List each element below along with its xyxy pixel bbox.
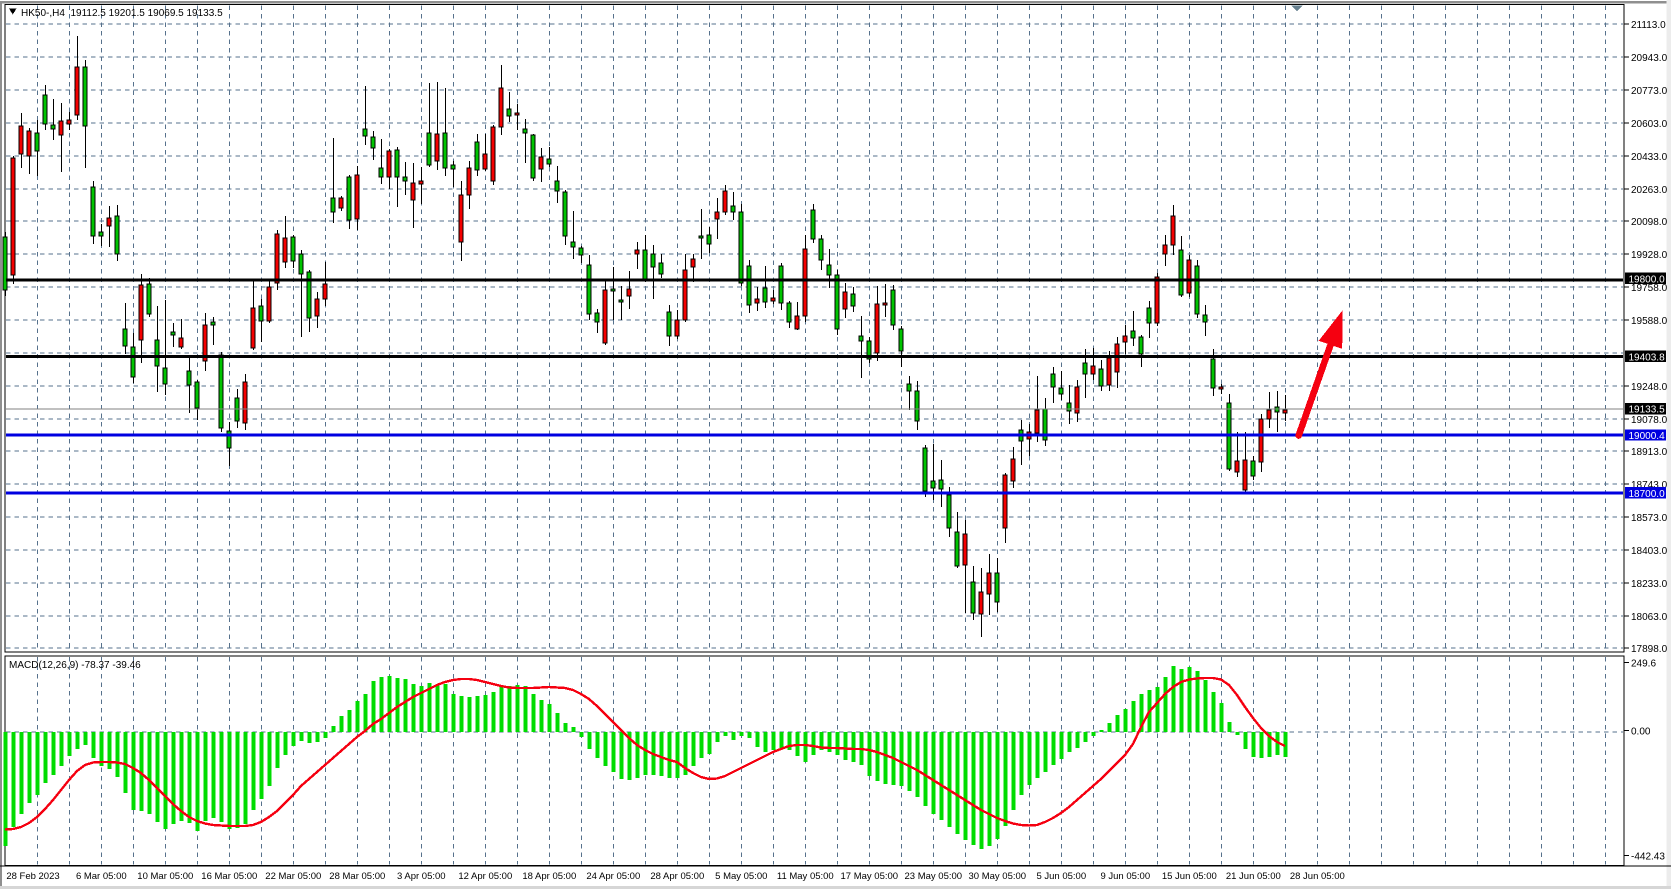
svg-text:5 May 05:00: 5 May 05:00 xyxy=(715,871,767,882)
svg-text:20773.0: 20773.0 xyxy=(1631,86,1668,97)
svg-text:11 May 05:00: 11 May 05:00 xyxy=(777,871,834,882)
svg-text:23 May 05:00: 23 May 05:00 xyxy=(905,871,963,882)
svg-text:19403.8: 19403.8 xyxy=(1629,352,1666,363)
svg-text:19000.4: 19000.4 xyxy=(1629,431,1666,442)
svg-text:19800.0: 19800.0 xyxy=(1629,274,1666,285)
svg-text:17 May 05:00: 17 May 05:00 xyxy=(841,871,899,882)
svg-text:20943.0: 20943.0 xyxy=(1631,53,1668,64)
svg-text:24 Apr 05:00: 24 Apr 05:00 xyxy=(586,871,640,882)
svg-text:18913.0: 18913.0 xyxy=(1631,447,1668,458)
svg-text:5 Jun 05:00: 5 Jun 05:00 xyxy=(1036,871,1086,882)
svg-text:249.6: 249.6 xyxy=(1631,659,1656,670)
svg-text:28 Jun 05:00: 28 Jun 05:00 xyxy=(1290,871,1345,882)
svg-text:30 May 05:00: 30 May 05:00 xyxy=(969,871,1027,882)
svg-text:18700.0: 18700.0 xyxy=(1629,489,1666,500)
svg-text:10 Mar 05:00: 10 Mar 05:00 xyxy=(137,871,193,882)
svg-text:20603.0: 20603.0 xyxy=(1631,119,1668,130)
svg-text:18063.0: 18063.0 xyxy=(1631,612,1668,623)
svg-text:20263.0: 20263.0 xyxy=(1631,185,1668,196)
svg-text:21113.0: 21113.0 xyxy=(1631,20,1666,31)
svg-text:28 Apr 05:00: 28 Apr 05:00 xyxy=(650,871,704,882)
svg-text:0.00: 0.00 xyxy=(1631,727,1651,738)
svg-text:19133.5: 19133.5 xyxy=(1629,405,1666,416)
svg-text:HK50-,H4 19112.5 19201.5 1906: HK50-,H4 19112.5 19201.5 19069.5 19133.5 xyxy=(21,8,223,19)
svg-text:MACD(12,26,9) -78.37 -39.46: MACD(12,26,9) -78.37 -39.46 xyxy=(9,660,141,671)
svg-text:18573.0: 18573.0 xyxy=(1631,513,1668,524)
svg-text:28 Feb 2023: 28 Feb 2023 xyxy=(6,871,59,882)
svg-text:-442.43: -442.43 xyxy=(1631,852,1665,863)
svg-text:17898.0: 17898.0 xyxy=(1631,644,1668,655)
svg-text:6 Mar 05:00: 6 Mar 05:00 xyxy=(76,871,127,882)
svg-text:18233.0: 18233.0 xyxy=(1631,579,1668,590)
svg-text:16 Mar 05:00: 16 Mar 05:00 xyxy=(201,871,257,882)
svg-text:3 Apr 05:00: 3 Apr 05:00 xyxy=(397,871,446,882)
svg-text:9 Jun 05:00: 9 Jun 05:00 xyxy=(1100,871,1150,882)
svg-text:21 Jun 05:00: 21 Jun 05:00 xyxy=(1226,871,1281,882)
svg-text:18403.0: 18403.0 xyxy=(1631,546,1668,557)
svg-text:19928.0: 19928.0 xyxy=(1631,250,1668,261)
svg-text:15 Jun 05:00: 15 Jun 05:00 xyxy=(1162,871,1217,882)
svg-text:22 Mar 05:00: 22 Mar 05:00 xyxy=(265,871,321,882)
svg-text:18743.0: 18743.0 xyxy=(1631,480,1668,491)
svg-text:18 Apr 05:00: 18 Apr 05:00 xyxy=(522,871,576,882)
svg-text:20098.0: 20098.0 xyxy=(1631,217,1668,228)
svg-text:28 Mar 05:00: 28 Mar 05:00 xyxy=(329,871,385,882)
svg-text:19248.0: 19248.0 xyxy=(1631,382,1668,393)
svg-text:20433.0: 20433.0 xyxy=(1631,152,1668,163)
svg-text:19588.0: 19588.0 xyxy=(1631,316,1668,327)
svg-text:19078.0: 19078.0 xyxy=(1631,415,1668,426)
svg-text:19758.0: 19758.0 xyxy=(1631,283,1668,294)
svg-text:12 Apr 05:00: 12 Apr 05:00 xyxy=(458,871,512,882)
